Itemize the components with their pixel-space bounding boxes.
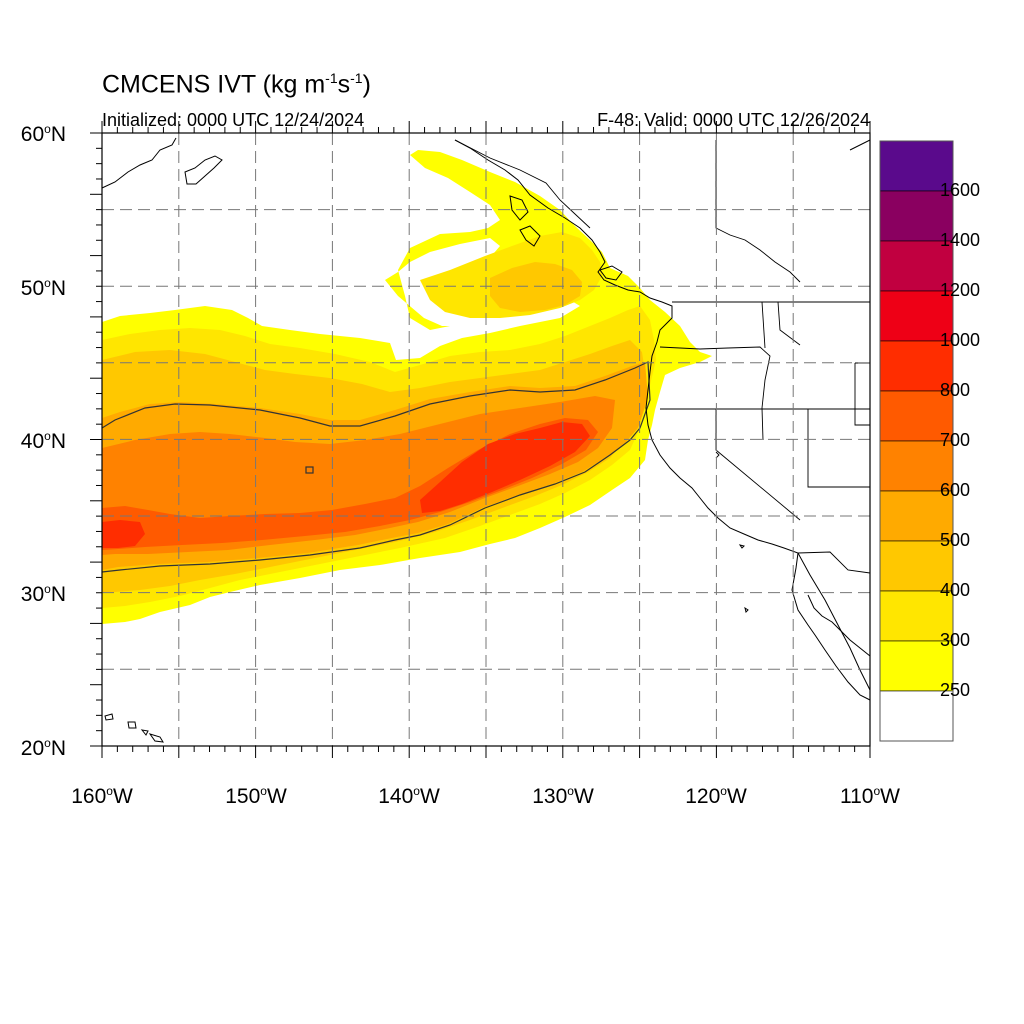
colorbar-frame (879, 140, 954, 742)
axis-ticks (90, 121, 871, 758)
colorbar-label-1600: 1600 (940, 180, 981, 200)
graticule (102, 133, 870, 746)
lat-label-60n: 60oN (20, 122, 66, 146)
alaska-islands (184, 155, 223, 185)
channel-islands (738, 544, 749, 613)
us-mexico-border (797, 551, 871, 574)
lat-label-30n: 30oN (20, 582, 66, 606)
lon-label-150w: 150oW (225, 784, 287, 808)
lon-label-140w: 140oW (378, 784, 440, 808)
colorbar-segment (879, 690, 954, 742)
chart-title: CMCENS IVT (kg m-1s-1) (102, 70, 371, 99)
canada-interior-boundary (715, 140, 801, 283)
colorbar-segment (879, 240, 954, 292)
colorbar-label-1200: 1200 (940, 280, 981, 300)
lat-label-50n: 50oN (20, 276, 66, 300)
colorbar-label-400: 400 (940, 580, 971, 600)
lat-label-40n: 40oN (20, 429, 66, 453)
baja-coastline (791, 552, 871, 701)
colorbar (879, 140, 954, 742)
valid-time: F-48: Valid: 0000 UTC 12/26/2024 (597, 110, 870, 130)
lat-label-20n: 20oN (20, 736, 66, 760)
colorbar-label-1400: 1400 (940, 230, 981, 250)
canada-ocean-boundary (454, 139, 591, 229)
initialized-time: Initialized: 0000 UTC 12/24/2024 (102, 110, 365, 130)
lon-label-110w: 110oW (840, 784, 900, 808)
west-coast-coastline (454, 139, 871, 691)
colorbar-label-300: 300 (940, 630, 971, 650)
ivt-region-600 (102, 396, 615, 555)
nevada-lake (715, 451, 720, 459)
northeast-coastline (849, 139, 871, 151)
bc-islands (509, 195, 623, 281)
coastlines (101, 137, 871, 743)
colorbar-label-1000: 1000 (940, 330, 981, 350)
colorbar-label-250: 250 (940, 680, 971, 700)
lon-label-120w: 120oW (685, 784, 747, 808)
gulf-of-california-coastline (807, 594, 871, 657)
ivt-region-700 (102, 418, 598, 550)
ivt-field (102, 150, 712, 624)
lon-label-160w: 160oW (71, 784, 133, 808)
colorbar-segment (879, 190, 954, 242)
colorbar-label-700: 700 (940, 430, 971, 450)
colorbar-segment (879, 340, 954, 392)
colorbar-segment (879, 490, 954, 542)
colorbar-label-500: 500 (940, 530, 971, 550)
lon-label-130w: 130oW (532, 784, 594, 808)
alaska-coastline (101, 137, 177, 189)
colorbar-label-800: 800 (940, 380, 971, 400)
colorbar-segment (879, 640, 954, 692)
colorbar-segment (879, 390, 954, 442)
colorbar-segment (879, 440, 954, 492)
colorbar-label-600: 600 (940, 480, 971, 500)
ivt-region-800 (102, 422, 590, 548)
colorbar-segment (879, 290, 954, 342)
map-frame (101, 132, 871, 747)
ivt-contour-small (305, 466, 314, 474)
hawaii-islands (104, 713, 164, 743)
